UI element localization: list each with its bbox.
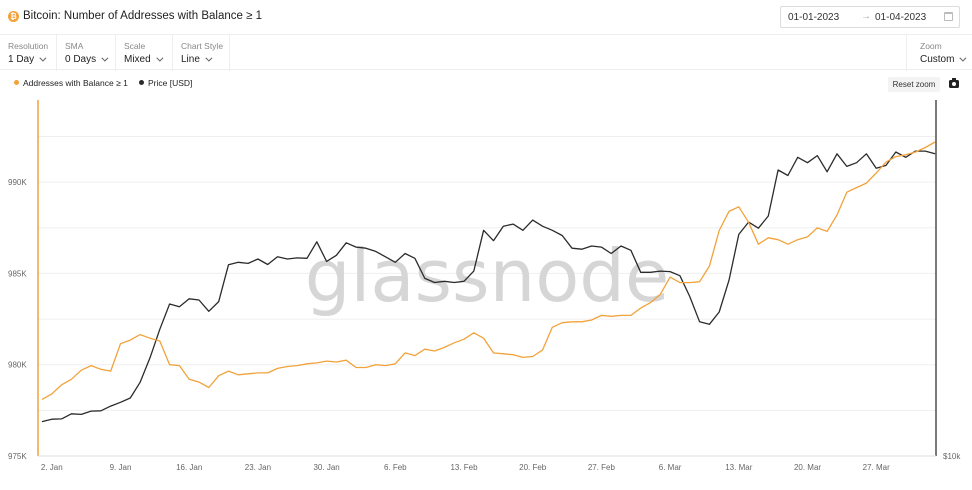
x-tick-label: 30. Jan <box>313 463 339 472</box>
chart-style-label: Chart Style <box>181 41 224 51</box>
legend-dot <box>14 80 19 85</box>
legend-label-addresses: Addresses with Balance ≥ 1 <box>23 78 128 88</box>
divider <box>906 35 907 71</box>
divider <box>172 35 173 71</box>
divider <box>229 35 230 71</box>
resolution-label: Resolution <box>8 41 49 51</box>
series-line-addresses <box>41 141 936 400</box>
date-end-input[interactable]: 01-04-2023 <box>875 12 927 23</box>
y-tick-label: 980K <box>8 361 27 370</box>
reset-zoom-button[interactable]: Reset zoom <box>888 77 940 92</box>
chevron-down-icon <box>959 54 967 62</box>
watermark: glassnode <box>305 234 670 318</box>
y-tick-label: 975K <box>8 452 27 461</box>
arrow-right-icon: → <box>861 11 871 22</box>
x-tick-label: 6. Feb <box>384 463 407 472</box>
camera-icon[interactable] <box>949 78 959 88</box>
x-tick-label: 13. Feb <box>450 463 478 472</box>
scale-value[interactable]: Mixed <box>124 54 164 65</box>
legend-item-addresses[interactable]: Addresses with Balance ≥ 1 <box>14 78 128 88</box>
chevron-down-icon <box>101 54 109 62</box>
x-tick-label: 23. Jan <box>245 463 271 472</box>
resolution-select[interactable]: Resolution 1 Day <box>0 35 56 71</box>
header: ₿ Bitcoin: Number of Addresses with Bala… <box>0 0 972 34</box>
sma-label: SMA <box>65 41 84 51</box>
calendar-icon[interactable] <box>944 12 953 21</box>
x-tick-label: 2. Jan <box>41 463 63 472</box>
divider <box>115 35 116 71</box>
zoom-value[interactable]: Custom <box>920 54 967 65</box>
zoom-select[interactable]: Zoom Custom <box>912 35 972 71</box>
y-tick-label: 990K <box>8 178 27 187</box>
x-tick-label: 6. Mar <box>659 463 682 472</box>
y-right-tick-label: $10k <box>943 452 961 461</box>
x-tick-label: 9. Jan <box>110 463 132 472</box>
sma-select[interactable]: SMA 0 Days <box>57 35 115 71</box>
bitcoin-icon: ₿ <box>8 11 19 22</box>
chart-style-select[interactable]: Chart Style Line <box>173 35 229 71</box>
scale-select[interactable]: Scale Mixed <box>116 35 172 71</box>
series-layer <box>41 141 936 423</box>
chevron-down-icon <box>156 54 164 62</box>
x-tick-label: 20. Feb <box>519 463 547 472</box>
line-chart: glassnode 975K 980K 985K 990K $10k 2. Jan 9. J… <box>8 100 961 472</box>
scale-label: Scale <box>124 41 146 51</box>
legend-dot <box>139 80 144 85</box>
legend-item-price[interactable]: Price [USD] <box>139 78 192 88</box>
chart-style-value[interactable]: Line <box>181 54 213 65</box>
chevron-down-icon <box>39 54 47 62</box>
chevron-down-icon <box>205 54 213 62</box>
divider <box>56 35 57 71</box>
sma-value[interactable]: 0 Days <box>65 54 109 65</box>
date-range-picker[interactable]: 01-01-2023 → 01-04-2023 <box>780 6 960 28</box>
series-line-price <box>41 150 936 423</box>
y-tick-label: 985K <box>8 269 27 278</box>
page-title: Bitcoin: Number of Addresses with Balanc… <box>23 10 262 22</box>
x-tick-label: 27. Mar <box>863 463 890 472</box>
zoom-label: Zoom <box>920 41 942 51</box>
resolution-value[interactable]: 1 Day <box>8 54 47 65</box>
chart-toolbar: Resolution 1 Day SMA 0 Days Scale Mixed … <box>0 34 972 71</box>
date-start-input[interactable]: 01-01-2023 <box>788 12 840 23</box>
x-tick-label: 16. Jan <box>176 463 202 472</box>
x-tick-label: 20. Mar <box>794 463 821 472</box>
x-tick-label: 27. Feb <box>588 463 616 472</box>
x-tick-label: 13. Mar <box>725 463 752 472</box>
axis-layer: 975K 980K 985K 990K $10k 2. Jan 9. Jan 16. Jan 2… <box>8 100 961 472</box>
legend-label-price: Price [USD] <box>148 78 193 88</box>
